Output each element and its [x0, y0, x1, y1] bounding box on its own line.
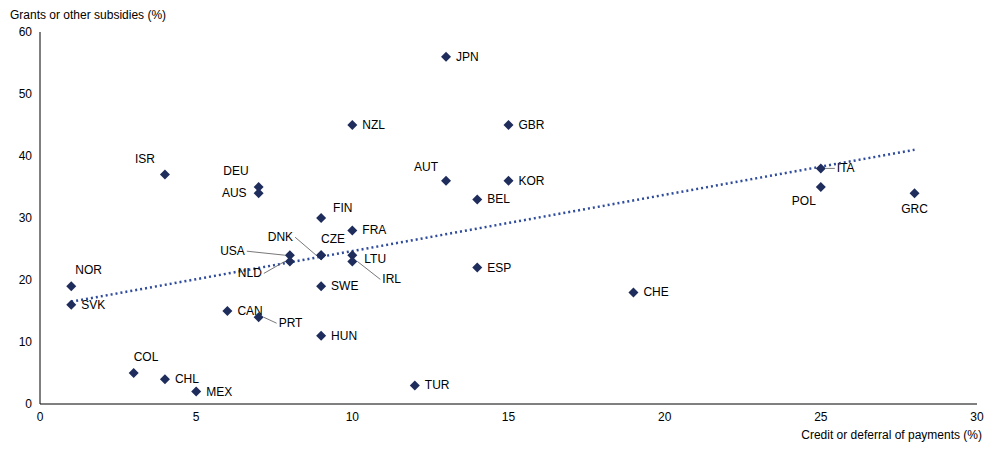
svg-text:20: 20 — [658, 410, 672, 424]
svg-text:30: 30 — [970, 410, 984, 424]
svg-text:60: 60 — [19, 25, 33, 39]
svg-text:KOR: KOR — [519, 174, 545, 188]
svg-text:10: 10 — [346, 410, 360, 424]
svg-text:AUS: AUS — [222, 186, 247, 200]
svg-text:BEL: BEL — [487, 192, 510, 206]
svg-text:CZE: CZE — [321, 232, 345, 246]
svg-text:0: 0 — [25, 397, 32, 411]
svg-text:GRC: GRC — [901, 202, 928, 216]
svg-text:GBR: GBR — [519, 118, 545, 132]
svg-text:SVK: SVK — [81, 298, 105, 312]
svg-text:PRT: PRT — [279, 316, 303, 330]
html-text:Grants or other subsidies (%): Grants or other subsidies (%) — [10, 8, 167, 22]
svg-text:ISR: ISR — [135, 152, 155, 166]
svg-text:NLD: NLD — [238, 266, 262, 280]
svg-text:0: 0 — [37, 410, 44, 424]
svg-text:ESP: ESP — [487, 261, 511, 275]
svg-text:NZL: NZL — [362, 118, 385, 132]
svg-text:IRL: IRL — [382, 272, 401, 286]
svg-text:FIN: FIN — [333, 201, 352, 215]
svg-text:DEU: DEU — [223, 164, 248, 178]
svg-text:NOR: NOR — [75, 263, 102, 277]
svg-text:SWE: SWE — [331, 279, 358, 293]
svg-text:JPN: JPN — [456, 50, 479, 64]
svg-text:25: 25 — [814, 410, 828, 424]
html-text:Credit or deferral of payments: Credit or deferral of payments (%) — [801, 428, 982, 442]
svg-text:AUT: AUT — [414, 160, 439, 174]
svg-text:CAN: CAN — [237, 304, 263, 318]
svg-text:10: 10 — [19, 335, 33, 349]
svg-text:MEX: MEX — [206, 385, 232, 399]
svg-text:POL: POL — [792, 194, 816, 208]
svg-text:50: 50 — [19, 87, 33, 101]
svg-text:HUN: HUN — [331, 329, 357, 343]
svg-text:20: 20 — [19, 273, 33, 287]
svg-text:ITA: ITA — [837, 161, 855, 175]
svg-text:DNK: DNK — [268, 230, 293, 244]
svg-text:FRA: FRA — [362, 223, 386, 237]
svg-text:40: 40 — [19, 149, 33, 163]
svg-text:TUR: TUR — [425, 378, 450, 392]
svg-text:CHE: CHE — [643, 285, 668, 299]
svg-text:COL: COL — [134, 350, 159, 364]
svg-text:30: 30 — [19, 211, 33, 225]
svg-text:5: 5 — [193, 410, 200, 424]
svg-text:USA: USA — [220, 244, 245, 258]
svg-text:15: 15 — [502, 410, 516, 424]
svg-text:LTU: LTU — [364, 252, 386, 266]
svg-text:CHL: CHL — [175, 372, 199, 386]
